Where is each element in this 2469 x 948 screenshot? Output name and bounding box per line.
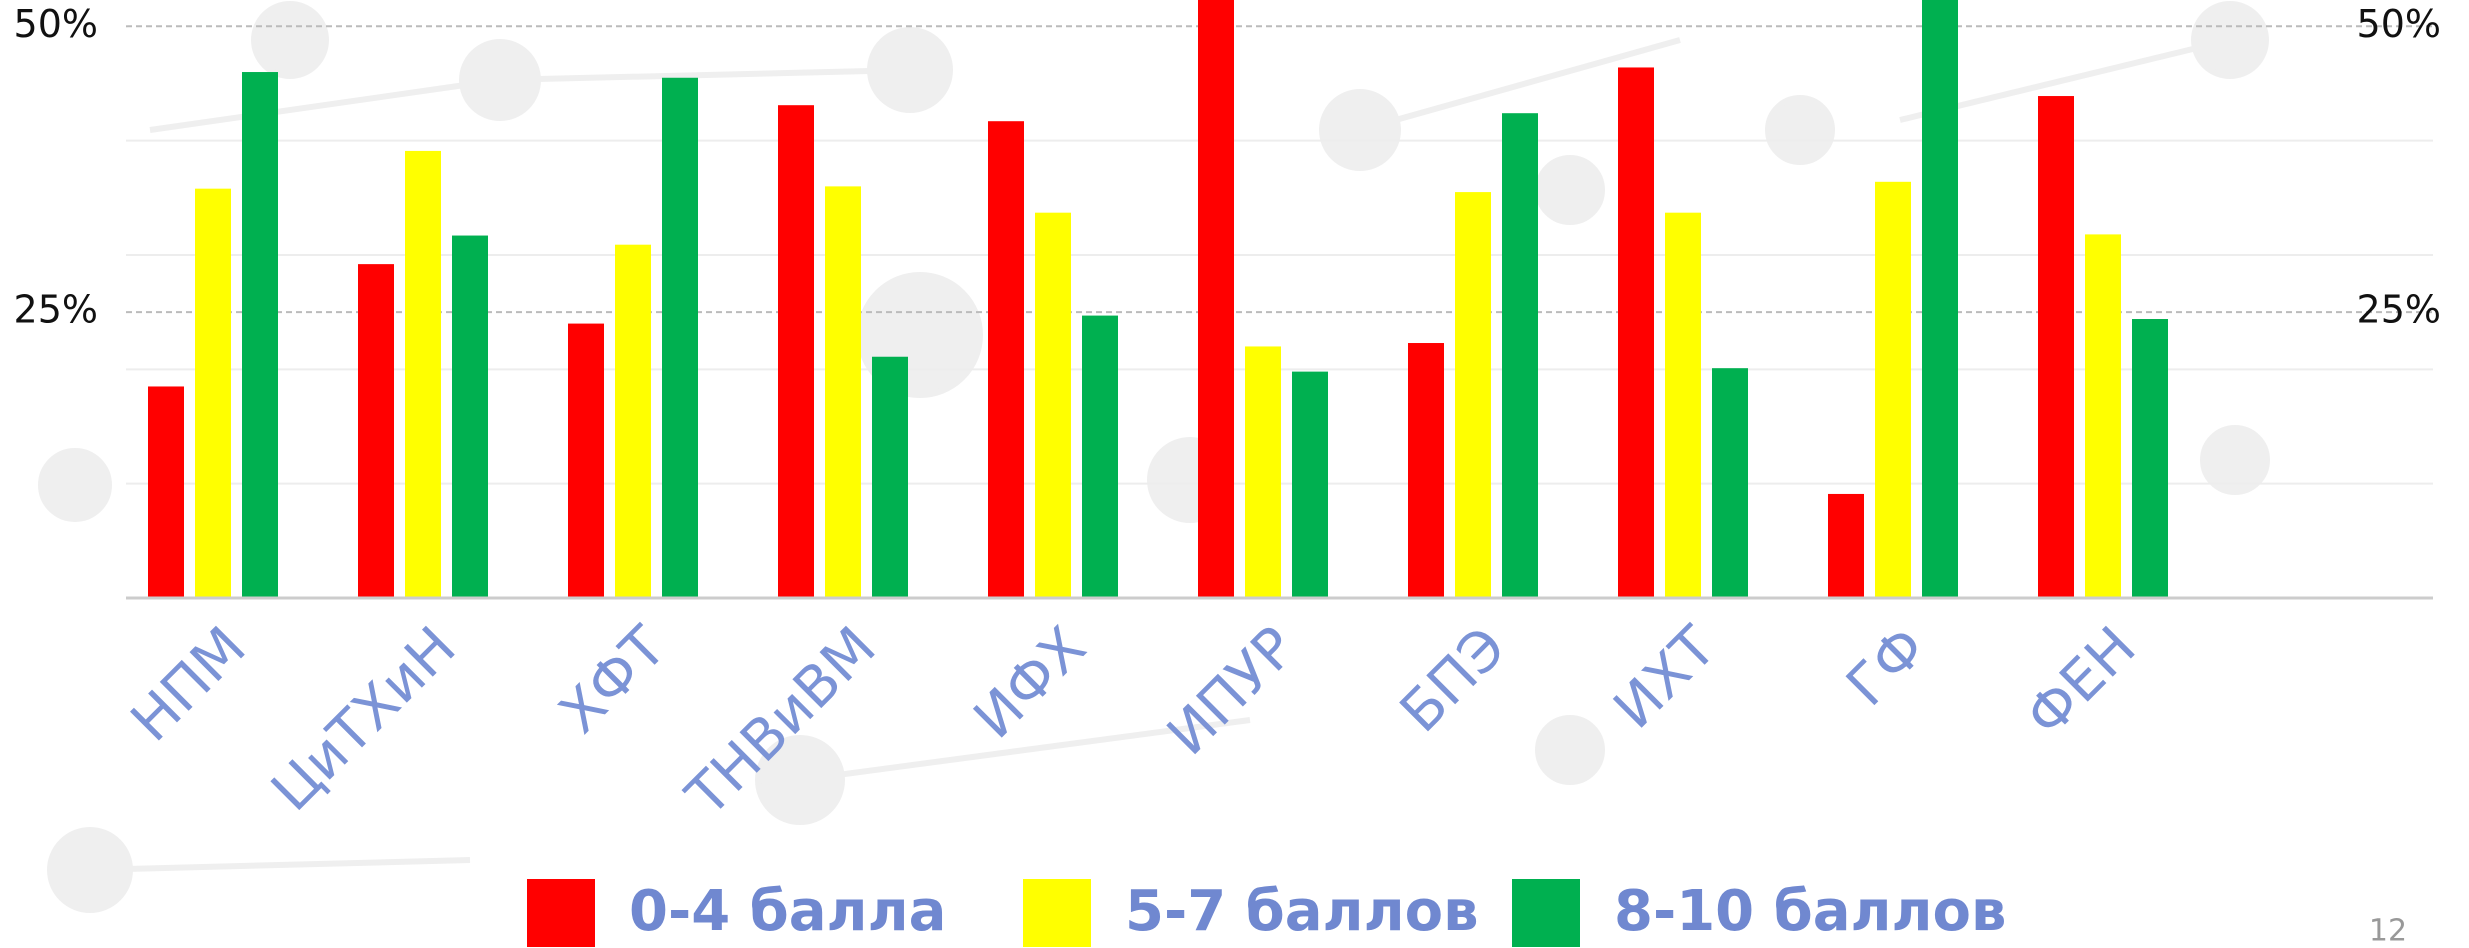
legend-swatch — [527, 879, 595, 947]
bar — [872, 356, 908, 598]
x-tick-label: БПЭ — [1388, 615, 1519, 746]
background-decoration — [38, 1, 2270, 913]
y2-tick-label: 50% — [2357, 2, 2441, 46]
x-tick-label: ФЕН — [2014, 615, 2149, 750]
bar — [1198, 0, 1234, 598]
y-tick-label: 25% — [14, 288, 98, 332]
bar — [1665, 212, 1701, 598]
x-tick-label: ГФ — [1834, 615, 1938, 719]
x-tick-label: ХФТ — [547, 614, 679, 746]
bar — [358, 264, 394, 598]
bar — [148, 386, 184, 598]
bar — [568, 323, 604, 598]
bar — [1875, 181, 1911, 598]
bars — [148, 0, 2168, 599]
page-number: 12 — [2369, 914, 2407, 948]
x-tick-label: ИФХ — [962, 615, 1099, 752]
x-tick-label: НПМ — [119, 615, 259, 755]
y2-tick-label: 25% — [2357, 288, 2441, 332]
bar — [452, 235, 488, 598]
legend-swatch — [1023, 879, 1091, 947]
legend-swatch — [1512, 879, 1580, 947]
bar — [1712, 368, 1748, 598]
legend-label: 0-4 балла — [629, 879, 946, 944]
bar — [1502, 113, 1538, 599]
bar — [242, 72, 278, 598]
bar — [1922, 0, 1958, 598]
bar — [1455, 192, 1491, 598]
bar — [2085, 234, 2121, 598]
bar — [1828, 493, 1864, 598]
x-tick-label: ИХТ — [1602, 614, 1729, 741]
bar — [988, 121, 1024, 598]
bar — [1245, 346, 1281, 598]
bar — [1292, 371, 1328, 598]
bar — [2132, 319, 2168, 598]
bar — [615, 244, 651, 598]
legend-label: 8-10 баллов — [1614, 879, 2006, 944]
bar — [662, 77, 698, 598]
legend-label: 5-7 баллов — [1125, 879, 1479, 944]
bar — [1408, 343, 1444, 598]
bar — [2038, 96, 2074, 598]
bar — [1082, 315, 1118, 598]
bar — [778, 105, 814, 598]
bar — [405, 150, 441, 598]
bar — [825, 186, 861, 598]
bar — [1035, 212, 1071, 598]
bar — [1618, 67, 1654, 598]
bar — [195, 188, 231, 599]
x-tick-label: ЦиТХиН — [259, 615, 468, 824]
x-tick-label: ИПУР — [1155, 615, 1308, 768]
y-tick-label: 50% — [14, 2, 98, 46]
